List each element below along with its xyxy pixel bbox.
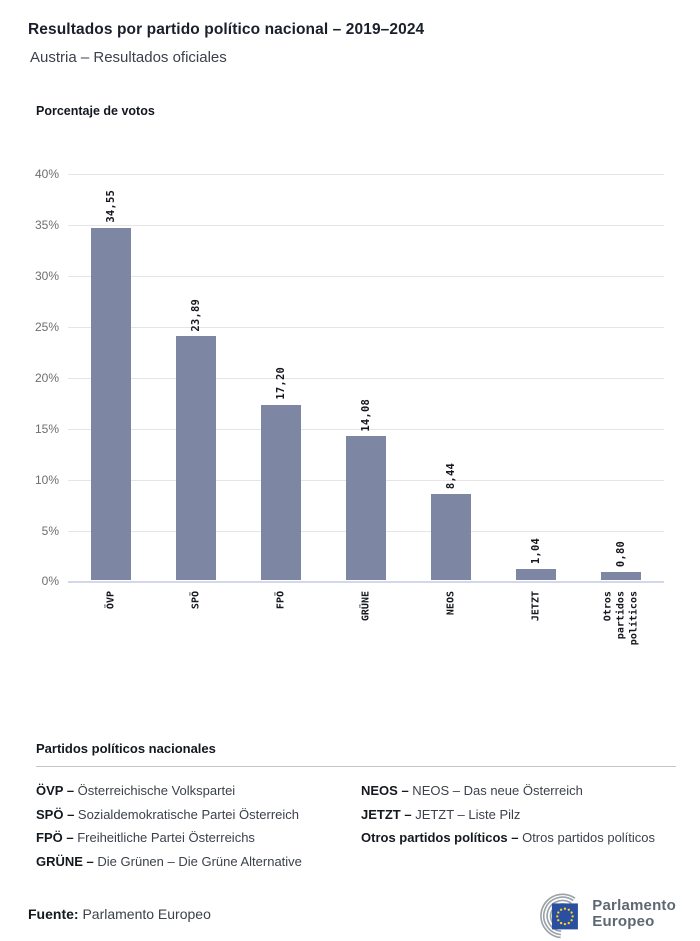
x-axis-category-label: Otros partidos políticos bbox=[602, 591, 640, 646]
ep-hemicycle-icon bbox=[540, 893, 579, 939]
legend-entry: FPÖ – Freiheitliche Partei Österreichs bbox=[36, 826, 361, 850]
bar bbox=[90, 227, 131, 580]
legend-entry: NEOS – NEOS – Das neue Österreich bbox=[361, 779, 676, 803]
logo-line2: Europeo bbox=[592, 913, 655, 930]
bars-container: 34,55 ÖVP 23,89 SPÖ 17,20 FPÖ 14,08 GRÜNE 8,44 NE… bbox=[68, 174, 664, 645]
y-axis-tick-label: 30% bbox=[34, 269, 59, 283]
source-note: Fuente: Parlamento Europeo bbox=[28, 906, 211, 922]
legend-entry-abbr: JETZT – bbox=[361, 806, 412, 822]
gridline: 35% bbox=[35, 218, 664, 232]
x-axis-category-label: JETZT bbox=[530, 591, 542, 622]
legend-column-right: NEOS – NEOS – Das neue Österreich JETZT –… bbox=[361, 779, 676, 873]
logo-line1: Parlamento bbox=[592, 896, 676, 914]
legend-entry-abbr: SPÖ – bbox=[36, 806, 75, 822]
source-label: Fuente: bbox=[28, 906, 79, 922]
legend-entry-abbr: NEOS – bbox=[361, 783, 409, 798]
x-axis-category-label: NEOS bbox=[445, 591, 457, 616]
bar-value-label: 17,20 bbox=[274, 366, 287, 400]
legend-entry-name: NEOS – Das neue Österreich bbox=[408, 783, 583, 798]
y-axis-tick-label: 5% bbox=[41, 524, 59, 538]
bar-value-label: 0,80 bbox=[615, 540, 628, 567]
y-axis-tick-label: 15% bbox=[34, 422, 59, 436]
chart-axis-title: Porcentaje de votos bbox=[36, 104, 155, 118]
legend-entry: Otros partidos políticos – Otros partido… bbox=[361, 826, 676, 850]
legend-entry-name: Freiheitliche Partei Österreichs bbox=[73, 830, 255, 845]
x-axis-category-label: FPÖ bbox=[275, 591, 287, 610]
bar-value-label: 1,04 bbox=[530, 538, 543, 565]
bar-value-label: 8,44 bbox=[445, 462, 458, 489]
legend-column-left: ÖVP – Österreichische Volkspartei SPÖ – S… bbox=[36, 779, 361, 873]
bar-value-label: 23,89 bbox=[189, 298, 202, 332]
x-axis-category-label: GRÜNE bbox=[360, 591, 372, 622]
gridline: 25% bbox=[35, 320, 664, 334]
bar-chart-plot-area: 0% 5% 10% 15% 20% 25% 30% 35% 40% 34,55 ÖVP 23,89 SP… bbox=[35, 167, 664, 645]
legend-entry: SPÖ – Sozialdemokratische Partei Österre… bbox=[36, 803, 361, 827]
gridline: 40% bbox=[35, 167, 664, 181]
legend-entry: GRÜNE – Die Grünen – Die Grüne Alternati… bbox=[36, 850, 361, 874]
party-legend-section: Partidos políticos nacionales ÖVP – Öste… bbox=[36, 740, 676, 873]
eu-flag-icon bbox=[552, 903, 579, 930]
legend-title: Partidos políticos nacionales bbox=[36, 741, 216, 756]
x-axis-category-label: ÖVP bbox=[105, 591, 117, 610]
bar bbox=[516, 569, 557, 580]
x-axis-baseline: 0% bbox=[42, 574, 664, 588]
page-footer: Fuente: Parlamento Europeo bbox=[28, 889, 676, 939]
bar bbox=[431, 493, 472, 580]
gridline: 15% bbox=[35, 422, 664, 436]
legend-entry-name: Die Grünen – Die Grüne Alternative bbox=[93, 853, 302, 869]
bar-slot: 34,55 ÖVP bbox=[68, 174, 153, 609]
legend-entry-abbr: ÖVP – bbox=[36, 783, 75, 798]
bar-slot: 1,04 JETZT bbox=[494, 174, 579, 621]
legend-divider bbox=[36, 766, 676, 767]
y-axis-tick-label: 0% bbox=[41, 574, 59, 588]
bar bbox=[345, 436, 386, 580]
legend-entry-name: Sozialdemokratische Partei Österreich bbox=[74, 806, 299, 822]
legend-entry: JETZT – JETZT – Liste Pilz bbox=[361, 803, 676, 827]
bar-value-label: 14,08 bbox=[359, 398, 372, 432]
legend-entry-abbr: GRÜNE – bbox=[36, 853, 94, 869]
legend-entry-abbr: Otros partidos políticos – bbox=[361, 830, 519, 845]
bar bbox=[601, 571, 642, 580]
bar-slot: 14,08 GRÜNE bbox=[323, 174, 408, 621]
x-axis-category-label: SPÖ bbox=[190, 591, 202, 610]
legend-entry-name: Österreichische Volkspartei bbox=[74, 783, 236, 798]
y-axis-tick-label: 20% bbox=[34, 371, 59, 385]
y-axis-tick-label: 35% bbox=[34, 218, 59, 232]
bar-slot: 17,20 FPÖ bbox=[238, 174, 323, 609]
legend-entry: ÖVP – Österreichische Volkspartei bbox=[36, 779, 361, 803]
bar-slot: 23,89 SPÖ bbox=[153, 174, 238, 609]
source-value: Parlamento Europeo bbox=[82, 906, 211, 922]
logo-wordmark: Parlamento Europeo bbox=[592, 896, 676, 931]
european-parliament-logo: Parlamento Europeo bbox=[519, 889, 676, 939]
bar bbox=[260, 404, 301, 580]
y-axis-tick-label: 10% bbox=[34, 473, 59, 487]
y-axis-tick-label: 25% bbox=[34, 320, 59, 334]
y-axis-tick-label: 40% bbox=[34, 167, 59, 181]
bar-slot: 0,80 Otros partidos políticos bbox=[579, 174, 664, 645]
bar bbox=[175, 336, 216, 580]
legend-entry-name: Otros partidos políticos bbox=[518, 830, 656, 845]
gridline: 30% bbox=[35, 269, 664, 283]
legend-columns: ÖVP – Österreichische Volkspartei SPÖ – S… bbox=[36, 779, 676, 873]
gridline: 20% bbox=[35, 371, 664, 385]
legend-entry-name: JETZT – Liste Pilz bbox=[411, 806, 521, 822]
bar-slot: 8,44 NEOS bbox=[409, 174, 494, 615]
bar-value-label: 34,55 bbox=[104, 189, 117, 223]
page-title: Resultados por partido político nacional… bbox=[28, 21, 425, 38]
legend-entry-abbr: FPÖ – bbox=[36, 830, 74, 845]
page-subtitle: Austria – Resultados oficiales bbox=[30, 49, 227, 66]
